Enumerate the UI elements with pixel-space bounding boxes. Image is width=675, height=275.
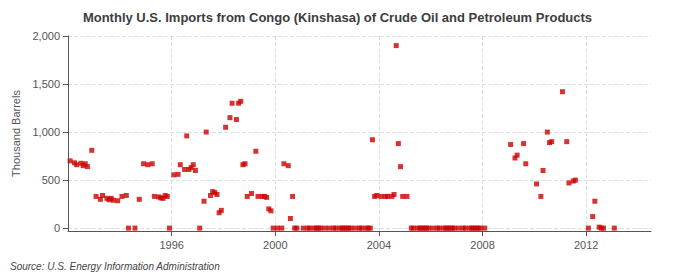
svg-text:2,000: 2,000 bbox=[32, 30, 60, 42]
svg-text:2000: 2000 bbox=[263, 239, 287, 251]
svg-text:1,000: 1,000 bbox=[32, 126, 60, 138]
svg-text:500: 500 bbox=[42, 174, 60, 186]
svg-text:1,500: 1,500 bbox=[32, 78, 60, 90]
svg-text:2012: 2012 bbox=[574, 239, 598, 251]
svg-text:Thousand Barrels: Thousand Barrels bbox=[10, 90, 22, 177]
svg-text:0: 0 bbox=[54, 222, 60, 234]
svg-text:2004: 2004 bbox=[367, 239, 391, 251]
svg-text:Monthly U.S. Imports from Cong: Monthly U.S. Imports from Congo (Kinshas… bbox=[83, 10, 592, 25]
svg-text:2008: 2008 bbox=[470, 239, 494, 251]
svg-text:Source: U.S. Energy Informatio: Source: U.S. Energy Information Administ… bbox=[10, 261, 220, 272]
svg-text:1996: 1996 bbox=[159, 239, 183, 251]
